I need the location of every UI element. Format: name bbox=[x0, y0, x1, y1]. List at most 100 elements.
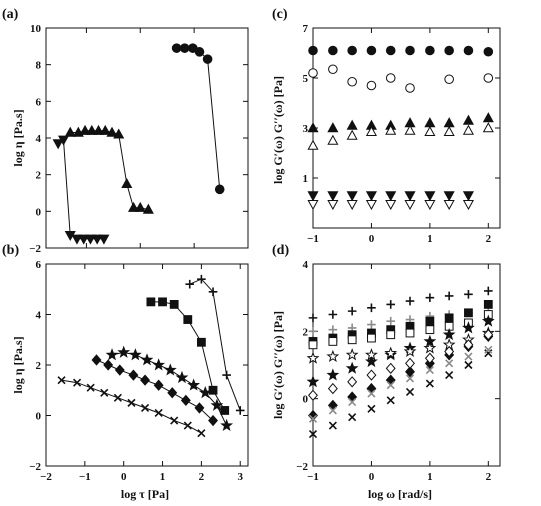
data-point bbox=[367, 303, 376, 313]
data-point bbox=[79, 124, 91, 135]
data-point bbox=[444, 74, 454, 85]
data-point bbox=[105, 348, 119, 361]
data-point bbox=[481, 314, 495, 327]
data-point bbox=[140, 353, 154, 366]
data-point bbox=[327, 399, 338, 412]
data-point bbox=[197, 274, 206, 284]
data-point bbox=[346, 191, 358, 202]
data-point bbox=[425, 379, 434, 388]
data-point bbox=[117, 345, 131, 358]
data-point bbox=[183, 315, 193, 324]
series-3 bbox=[307, 122, 494, 150]
data-point bbox=[484, 345, 493, 354]
x-tick-label: 2 bbox=[486, 471, 492, 483]
data-point bbox=[464, 352, 473, 361]
data-point bbox=[308, 313, 318, 323]
data-point bbox=[444, 45, 454, 56]
data-point bbox=[127, 201, 140, 212]
data-point bbox=[183, 421, 192, 430]
data-point bbox=[308, 45, 318, 56]
data-point bbox=[328, 45, 338, 56]
data-point bbox=[179, 43, 190, 53]
data-point bbox=[222, 370, 231, 380]
data-point bbox=[423, 341, 437, 354]
data-point bbox=[443, 117, 455, 128]
data-point bbox=[328, 421, 337, 430]
data-point bbox=[328, 325, 338, 334]
data-point bbox=[443, 191, 455, 202]
data-point bbox=[180, 394, 191, 407]
data-point bbox=[366, 45, 377, 56]
data-point bbox=[424, 352, 435, 364]
data-point bbox=[170, 416, 179, 425]
y-tick-label: 6 bbox=[36, 259, 42, 271]
y-tick-label: 2 bbox=[303, 326, 309, 338]
data-point bbox=[405, 45, 415, 56]
data-point bbox=[84, 234, 96, 245]
y-tick-label: −2 bbox=[29, 461, 41, 473]
data-point bbox=[445, 371, 454, 380]
data-point bbox=[462, 200, 474, 211]
series-2 bbox=[105, 345, 234, 432]
data-point bbox=[424, 117, 436, 128]
data-point bbox=[442, 327, 456, 341]
data-point bbox=[306, 375, 320, 388]
data-point bbox=[385, 45, 396, 56]
series-1 bbox=[308, 64, 494, 93]
data-point bbox=[171, 43, 182, 53]
data-point bbox=[483, 46, 494, 57]
y-tick-label: 4 bbox=[36, 310, 42, 322]
data-point bbox=[308, 429, 318, 439]
data-point bbox=[462, 191, 474, 202]
series-3 bbox=[91, 354, 219, 427]
data-point bbox=[327, 122, 339, 133]
y-tick-label: 4 bbox=[36, 133, 42, 145]
series-0 bbox=[185, 274, 245, 415]
series-line bbox=[61, 379, 202, 434]
data-point bbox=[384, 346, 398, 359]
data-point bbox=[208, 385, 218, 395]
y-tick-label: 0 bbox=[36, 411, 42, 423]
data-point bbox=[307, 122, 319, 133]
data-point bbox=[424, 125, 436, 136]
y-tick-label: −2 bbox=[29, 243, 41, 255]
data-point bbox=[444, 313, 454, 323]
panel-b-xlabel: log τ [Pa] bbox=[121, 487, 169, 501]
data-point bbox=[348, 413, 357, 422]
data-point bbox=[404, 124, 416, 135]
panel-d-plot: −1 0 1 2 −2 0 2 4 bbox=[296, 259, 501, 483]
data-point bbox=[113, 393, 122, 402]
data-point bbox=[346, 119, 358, 130]
data-point bbox=[367, 320, 376, 329]
data-point bbox=[328, 64, 338, 75]
series-8 bbox=[308, 349, 493, 439]
series-4 bbox=[306, 314, 495, 388]
data-point bbox=[405, 357, 415, 369]
panel-d-ylabel: log G′(ω) G′′(ω) [Pa] bbox=[271, 311, 285, 419]
data-point bbox=[121, 178, 133, 189]
data-point bbox=[366, 369, 377, 381]
data-point bbox=[405, 328, 415, 338]
data-point bbox=[210, 398, 224, 411]
series-9 bbox=[308, 345, 493, 423]
x-tick-label: 1 bbox=[427, 471, 433, 483]
data-point bbox=[425, 316, 435, 326]
panel-c: (c) log G′(ω) G′′(ω) [Pa] −1 0 1 2 1 3 5 7 bbox=[271, 7, 501, 245]
data-point bbox=[167, 387, 178, 399]
x-tick-label: −1 bbox=[307, 471, 319, 483]
data-point bbox=[154, 408, 163, 418]
data-point bbox=[345, 361, 359, 374]
y-tick-label: −2 bbox=[296, 461, 308, 473]
data-point bbox=[484, 286, 493, 296]
panel-d: (d) log G′(ω) G′′(ω) [Pa] log ω [rad/s] … bbox=[271, 243, 501, 501]
data-point bbox=[91, 354, 102, 366]
series-0 bbox=[308, 45, 494, 57]
y-tick-label: 6 bbox=[36, 96, 42, 108]
data-point bbox=[444, 291, 454, 301]
data-point bbox=[328, 310, 338, 319]
data-point bbox=[443, 200, 455, 211]
data-point bbox=[98, 234, 110, 245]
data-point bbox=[424, 200, 436, 211]
data-point bbox=[328, 406, 337, 415]
